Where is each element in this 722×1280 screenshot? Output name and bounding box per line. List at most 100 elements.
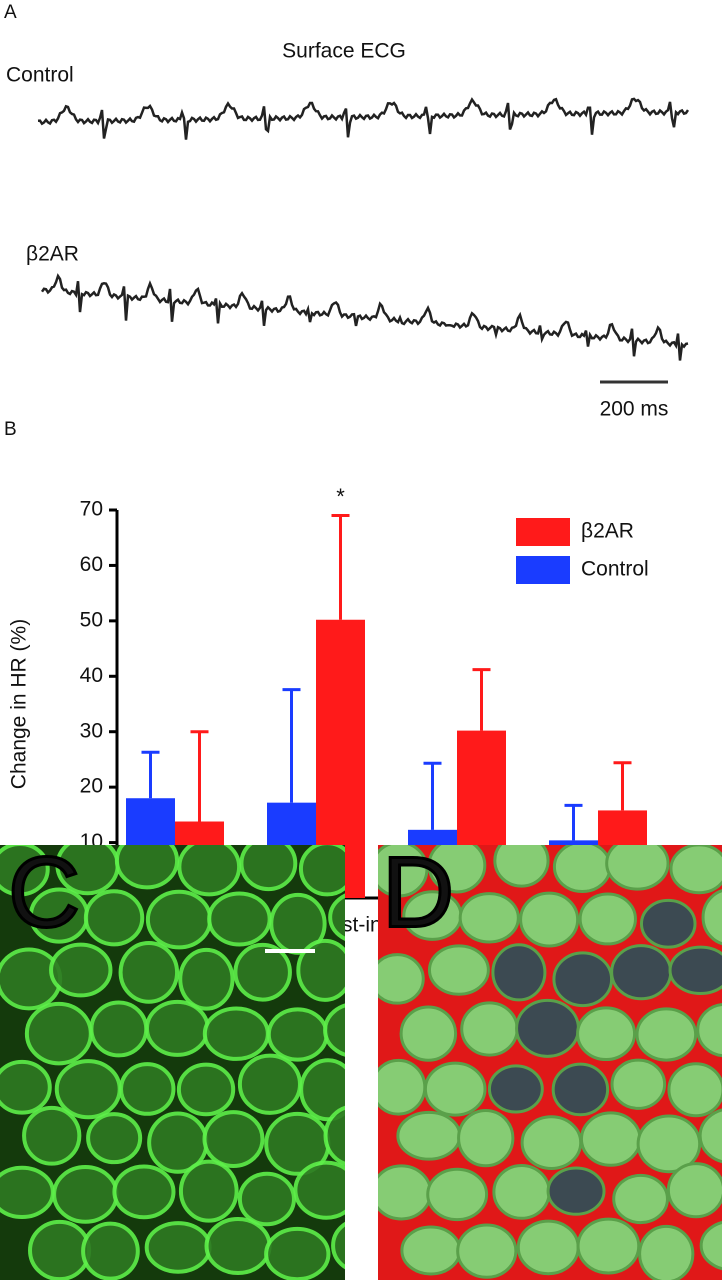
cell [298, 845, 345, 897]
cell [576, 1217, 641, 1275]
cell [612, 1173, 669, 1225]
cell [610, 1058, 667, 1110]
trace-label: Control [6, 64, 74, 87]
annotation: * [336, 484, 345, 509]
cell [427, 944, 490, 996]
cell [460, 1001, 519, 1057]
cell [699, 1220, 722, 1271]
error-bar [423, 761, 442, 830]
cell [89, 1000, 149, 1058]
cell [551, 1062, 610, 1117]
cell [423, 1061, 487, 1117]
cell [83, 889, 145, 947]
cell [24, 1001, 93, 1066]
panel-label: D [382, 836, 454, 948]
cell [202, 1006, 270, 1061]
cell [296, 938, 345, 1002]
y-tick-label: 30 [80, 719, 103, 742]
cell [696, 1003, 722, 1058]
y-tick-label: 20 [80, 775, 103, 798]
cell [54, 1059, 122, 1120]
cell [237, 1171, 296, 1227]
cell [552, 951, 614, 1008]
cell [487, 1064, 544, 1114]
cell [207, 891, 272, 947]
cell [264, 1226, 331, 1280]
ecg-trace [37, 97, 690, 140]
y-tick-label: 50 [80, 608, 103, 631]
cell [266, 1007, 329, 1062]
cell [516, 1219, 580, 1276]
cell [118, 940, 180, 1004]
cell [81, 1221, 140, 1280]
cell [145, 889, 213, 950]
error-bar [564, 803, 583, 841]
cell [176, 1062, 236, 1117]
cell [119, 1062, 176, 1116]
cell [144, 999, 210, 1057]
trace-label: β2AR [26, 243, 79, 266]
cell [177, 845, 242, 897]
cell [0, 1059, 52, 1115]
cell [178, 1159, 239, 1223]
error-bar [613, 761, 632, 811]
cell [22, 1105, 82, 1166]
cell [400, 1225, 462, 1276]
cell [378, 953, 425, 1005]
y-tick-label: 60 [80, 553, 103, 576]
cell [331, 1221, 345, 1270]
ecg-title: Surface ECG [282, 40, 406, 63]
cell [491, 943, 547, 1002]
error-bar [472, 668, 491, 731]
cell [456, 1223, 518, 1279]
cell [701, 889, 722, 946]
cell [698, 1108, 722, 1164]
cell [520, 1115, 583, 1171]
legend-swatch [516, 518, 570, 546]
cell [396, 1110, 462, 1161]
cell [49, 942, 113, 998]
cell [86, 1112, 143, 1165]
cell [492, 1163, 551, 1220]
cell [666, 1162, 722, 1219]
cell [546, 1166, 606, 1216]
cell [610, 944, 673, 1001]
cell [579, 1111, 642, 1167]
cell [237, 1053, 302, 1115]
cell [519, 891, 580, 948]
legend-label: Control [581, 558, 649, 581]
legend-label: β2AR [581, 520, 634, 543]
cell [426, 1167, 489, 1222]
panel-label: C [8, 836, 80, 948]
cell [578, 892, 637, 946]
error-bar [141, 750, 160, 799]
cell [605, 845, 670, 891]
cell [457, 1109, 515, 1168]
cell [668, 945, 722, 996]
cell [458, 892, 520, 944]
cell [635, 1007, 698, 1062]
cell [299, 1058, 345, 1122]
error-bar [331, 514, 350, 620]
cell [427, 845, 487, 894]
cell [28, 1219, 92, 1280]
cell [178, 947, 235, 1011]
cell [0, 845, 50, 897]
scale-bar-label: 200 ms [600, 398, 669, 421]
cell [204, 1217, 272, 1276]
cell [293, 1160, 345, 1220]
cell [114, 845, 180, 890]
error-bar [190, 730, 209, 822]
cell [493, 845, 550, 888]
ecg-traces [37, 97, 690, 361]
cell [576, 1006, 637, 1062]
cell [399, 1005, 458, 1062]
cell [328, 893, 345, 941]
cell [239, 845, 298, 892]
cell [323, 1105, 345, 1166]
micrograph-d [378, 845, 722, 1280]
cell [515, 998, 580, 1058]
legend-swatch [516, 556, 570, 584]
